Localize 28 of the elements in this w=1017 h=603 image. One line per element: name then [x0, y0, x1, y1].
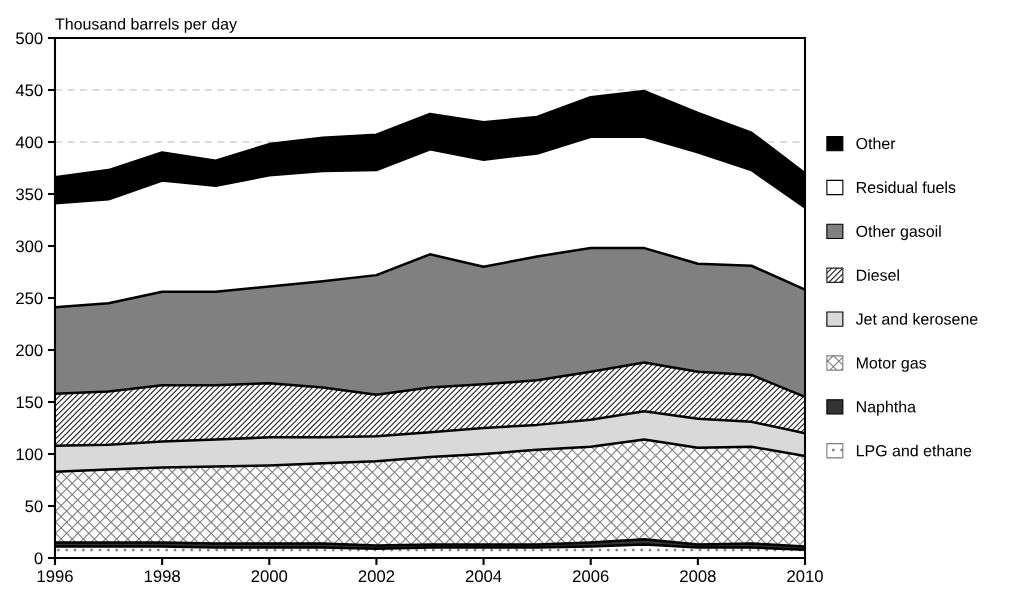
- y-tick-label: 350: [16, 188, 43, 201]
- y-tick-label: 450: [15, 84, 43, 97]
- legend-label: Jet and kerosene: [855, 313, 978, 325]
- x-tick-label: 2004: [465, 570, 502, 583]
- legend-label: Motor gas: [856, 357, 927, 372]
- x-tick-label: 1996: [37, 570, 73, 583]
- legend-label: Other: [856, 137, 896, 150]
- legend-label: Residual fuels: [856, 181, 956, 194]
- y-tick-label: 0: [34, 552, 43, 565]
- y-tick-label: 100: [16, 448, 43, 461]
- x-tick-label: 1998: [144, 570, 180, 583]
- x-tick-label: 2002: [358, 570, 395, 583]
- legend-label: Other gasoil: [856, 225, 941, 241]
- y-tick-label: 150: [16, 396, 43, 409]
- y-tick-label: 200: [16, 344, 43, 357]
- y-tick-label: 250: [16, 292, 43, 305]
- y-tick-label: 50: [25, 500, 43, 513]
- legend-label: Diesel: [856, 269, 899, 281]
- legend-label: Naphtha: [856, 400, 917, 416]
- legend-label: LPG and ethane: [856, 444, 972, 457]
- x-tick-label: 2008: [680, 570, 716, 583]
- y-tick-label: 400: [15, 136, 43, 149]
- x-tick-label: 2006: [573, 570, 609, 583]
- y-tick-label: 500: [16, 32, 43, 45]
- x-tick-label: 2010: [787, 570, 823, 583]
- y-axis-title: Thousand barrels per day: [55, 17, 237, 33]
- y-tick-label: 300: [16, 240, 43, 253]
- x-tick-label: 2000: [251, 570, 288, 583]
